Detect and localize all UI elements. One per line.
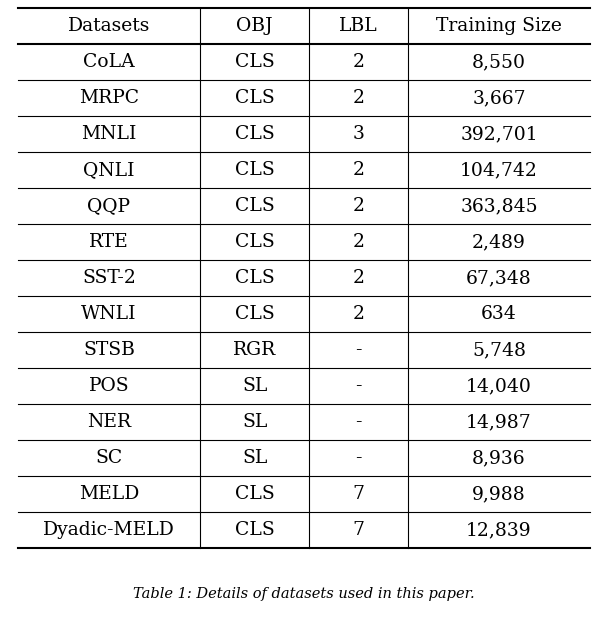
Text: RTE: RTE bbox=[89, 233, 129, 251]
Text: CLS: CLS bbox=[235, 305, 274, 323]
Text: WNLI: WNLI bbox=[81, 305, 137, 323]
Text: 634: 634 bbox=[481, 305, 517, 323]
Text: 2: 2 bbox=[353, 161, 365, 179]
Text: 2: 2 bbox=[353, 89, 365, 107]
Text: QQP: QQP bbox=[88, 197, 131, 215]
Text: CoLA: CoLA bbox=[83, 53, 135, 71]
Text: Dyadic-MELD: Dyadic-MELD bbox=[43, 521, 175, 539]
Text: MRPC: MRPC bbox=[79, 89, 139, 107]
Text: 392,701: 392,701 bbox=[460, 125, 538, 143]
Text: 363,845: 363,845 bbox=[460, 197, 538, 215]
Text: 12,839: 12,839 bbox=[466, 521, 532, 539]
Text: CLS: CLS bbox=[235, 161, 274, 179]
Text: NER: NER bbox=[87, 413, 131, 431]
Text: SC: SC bbox=[95, 449, 123, 467]
Text: Training Size: Training Size bbox=[436, 17, 562, 35]
Text: 8,936: 8,936 bbox=[472, 449, 526, 467]
Text: 9,988: 9,988 bbox=[472, 485, 526, 503]
Text: 5,748: 5,748 bbox=[472, 341, 526, 359]
Text: -: - bbox=[355, 341, 362, 359]
Text: MNLI: MNLI bbox=[81, 125, 137, 143]
Text: QNLI: QNLI bbox=[83, 161, 135, 179]
Text: 7: 7 bbox=[353, 521, 365, 539]
Text: OBJ: OBJ bbox=[237, 17, 273, 35]
Text: 3,667: 3,667 bbox=[472, 89, 526, 107]
Text: -: - bbox=[355, 413, 362, 431]
Text: 14,987: 14,987 bbox=[466, 413, 532, 431]
Text: SL: SL bbox=[242, 449, 268, 467]
Text: MELD: MELD bbox=[79, 485, 139, 503]
Text: 14,040: 14,040 bbox=[466, 377, 532, 395]
Text: CLS: CLS bbox=[235, 269, 274, 287]
Text: -: - bbox=[355, 377, 362, 395]
Text: CLS: CLS bbox=[235, 485, 274, 503]
Text: CLS: CLS bbox=[235, 53, 274, 71]
Text: Datasets: Datasets bbox=[68, 17, 150, 35]
Text: 7: 7 bbox=[353, 485, 365, 503]
Text: 67,348: 67,348 bbox=[466, 269, 532, 287]
Text: POS: POS bbox=[89, 377, 130, 395]
Text: CLS: CLS bbox=[235, 89, 274, 107]
Text: -: - bbox=[355, 449, 362, 467]
Text: LBL: LBL bbox=[339, 17, 378, 35]
Text: 2,489: 2,489 bbox=[472, 233, 526, 251]
Text: SST-2: SST-2 bbox=[82, 269, 136, 287]
Text: CLS: CLS bbox=[235, 197, 274, 215]
Text: CLS: CLS bbox=[235, 125, 274, 143]
Text: 2: 2 bbox=[353, 305, 365, 323]
Text: CLS: CLS bbox=[235, 521, 274, 539]
Text: 2: 2 bbox=[353, 233, 365, 251]
Text: 3: 3 bbox=[353, 125, 365, 143]
Text: SL: SL bbox=[242, 377, 268, 395]
Text: 2: 2 bbox=[353, 197, 365, 215]
Text: CLS: CLS bbox=[235, 233, 274, 251]
Text: RGR: RGR bbox=[233, 341, 276, 359]
Text: 104,742: 104,742 bbox=[460, 161, 538, 179]
Text: STSB: STSB bbox=[83, 341, 135, 359]
Text: SL: SL bbox=[242, 413, 268, 431]
Text: Table 1: Details of datasets used in this paper.: Table 1: Details of datasets used in thi… bbox=[133, 587, 475, 601]
Text: 8,550: 8,550 bbox=[472, 53, 526, 71]
Text: 2: 2 bbox=[353, 53, 365, 71]
Text: 2: 2 bbox=[353, 269, 365, 287]
